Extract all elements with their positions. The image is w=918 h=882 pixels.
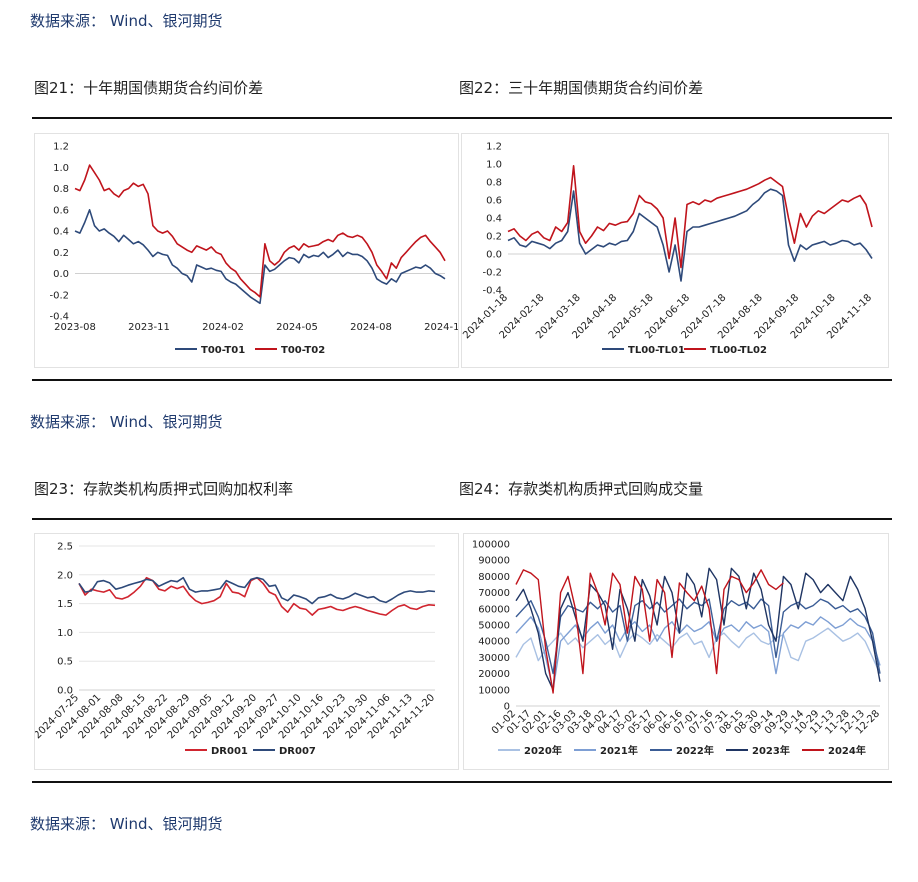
c24-series-line-2 <box>515 598 881 675</box>
c23-legend-label-0: DR001 <box>211 746 248 757</box>
bottom-rule-1 <box>32 379 892 381</box>
c21-ytick-label: 1.2 <box>53 142 69 153</box>
chart-23: 2.52.01.51.00.50.02024-07-252024-08-0120… <box>32 542 437 758</box>
c21-xtick-label: 2023-11 <box>128 322 170 333</box>
c24-series-line-0 <box>515 627 881 674</box>
c23-ytick-label: 1.5 <box>57 599 73 610</box>
c24-ytick-label: 80000 <box>478 572 510 583</box>
c24-legend-label-1: 2021年 <box>600 744 638 757</box>
c21-legend-label-1: T00-T02 <box>281 345 325 356</box>
c22-legend-label-0: TL00-TL01 <box>628 345 685 356</box>
c24-ytick-label: 50000 <box>478 621 510 632</box>
c21-ytick-label: -0.4 <box>49 312 69 323</box>
figure-22-title: 图22：三十年期国债期货合约间价差 <box>459 79 704 97</box>
c21-xtick-label: 2024-08 <box>350 322 392 333</box>
c24-series-line-1 <box>515 616 881 691</box>
chart-22: 1.21.00.80.60.40.20.0-0.2-0.42024-01-182… <box>461 142 874 357</box>
c24-ytick-label: 70000 <box>478 588 510 599</box>
c24-legend-label-3: 2023年 <box>752 744 790 757</box>
c21-xtick-label: 2024-11 <box>424 322 458 333</box>
c21-xtick-label: 2023-08 <box>54 322 96 333</box>
c21-ytick-label: 0.4 <box>53 227 69 238</box>
c23-ytick-label: 0.5 <box>57 657 73 668</box>
c22-ytick-label: 0.6 <box>486 196 502 207</box>
c23-ytick-label: 0.0 <box>57 686 73 697</box>
c24-ytick-label: 90000 <box>478 556 510 567</box>
c24-ytick-label: 20000 <box>478 669 510 680</box>
c21-ytick-label: 1.0 <box>53 163 69 174</box>
bottom-rule-2 <box>32 781 892 783</box>
c22-legend-label-1: TL00-TL02 <box>710 345 767 356</box>
c22-ytick-label: -0.2 <box>482 268 502 279</box>
c22-ytick-label: -0.4 <box>482 286 502 297</box>
figure-23-title: 图23：存款类机构质押式回购加权利率 <box>34 480 294 498</box>
c22-ytick-label: 0.8 <box>486 178 502 189</box>
c23-ytick-label: 2.5 <box>57 542 73 553</box>
c22-series-line-0 <box>507 188 873 282</box>
c24-ytick-label: 30000 <box>478 653 510 664</box>
top-rule-2 <box>32 518 892 520</box>
c21-ytick-label: 0.2 <box>53 248 69 259</box>
c23-legend-label-1: DR007 <box>279 746 316 757</box>
c21-series-line-0 <box>74 209 446 305</box>
c24-legend-label-4: 2024年 <box>828 744 866 757</box>
figure-24-title: 图24：存款类机构质押式回购成交量 <box>459 480 704 498</box>
c23-ytick-label: 2.0 <box>57 570 73 581</box>
c21-ytick-label: 0.8 <box>53 184 69 195</box>
c24-series-line-4 <box>515 569 784 694</box>
chart-panel-23: 2.5 2.0 1.5 1.0 0.5 0.0 2024-07-25 2024-08-01 20… <box>32 533 459 770</box>
source-note-2: 数据来源： Wind、银河期货 <box>30 413 223 431</box>
top-rule-1 <box>32 117 892 119</box>
c22-ytick-label: 0.0 <box>486 250 502 261</box>
c21-ytick-label: -0.2 <box>49 290 69 301</box>
figure-21-title: 图21：十年期国债期货合约间价差 <box>34 79 264 97</box>
c21-ytick-label: 0.0 <box>53 269 69 280</box>
c22-ytick-label: 0.4 <box>486 214 502 225</box>
c23-ytick-label: 1.0 <box>57 628 73 639</box>
c22-ytick-label: 1.2 <box>486 142 502 153</box>
c21-legend-label-0: T00-T01 <box>201 345 245 356</box>
chart-panel-21: 1.2 1.0 0.8 0.6 0.4 0.2 0.0 -0.2 -0.4 2023-08 2023… <box>34 133 466 368</box>
c21-xtick-label: 2024-02 <box>202 322 244 333</box>
c24-ytick-label: 100000 <box>472 540 510 551</box>
c24-ytick-label: 0 <box>504 702 510 713</box>
c21-xtick-label: 2024-05 <box>276 322 318 333</box>
chart-panel-24: 100000 90000 80000 70000 60000 50000 40000 3000… <box>463 533 889 770</box>
chart-panel-22: 1.2 1.0 0.8 0.6 0.4 0.2 0.0 -0.2 -0.4 2024-01-18 2… <box>461 133 889 368</box>
c24-legend-label-2: 2022年 <box>676 744 714 757</box>
c24-ytick-label: 10000 <box>478 685 510 696</box>
source-note-3: 数据来源： Wind、银河期货 <box>30 815 223 833</box>
c24-ytick-label: 40000 <box>478 637 510 648</box>
c21-series-line-1 <box>74 164 446 298</box>
c22-ytick-label: 0.2 <box>486 232 502 243</box>
c24-ytick-label: 60000 <box>478 604 510 615</box>
c21-ytick-label: 0.6 <box>53 205 69 216</box>
source-note-1: 数据来源： Wind、银河期货 <box>30 12 223 30</box>
c23-series-line-1 <box>78 576 436 605</box>
c22-series-line-1 <box>507 164 873 269</box>
c22-ytick-label: 1.0 <box>486 160 502 171</box>
c24-legend-label-0: 2020年 <box>524 744 562 757</box>
chart-24: 1000009000080000700006000050000400003000… <box>472 540 882 758</box>
